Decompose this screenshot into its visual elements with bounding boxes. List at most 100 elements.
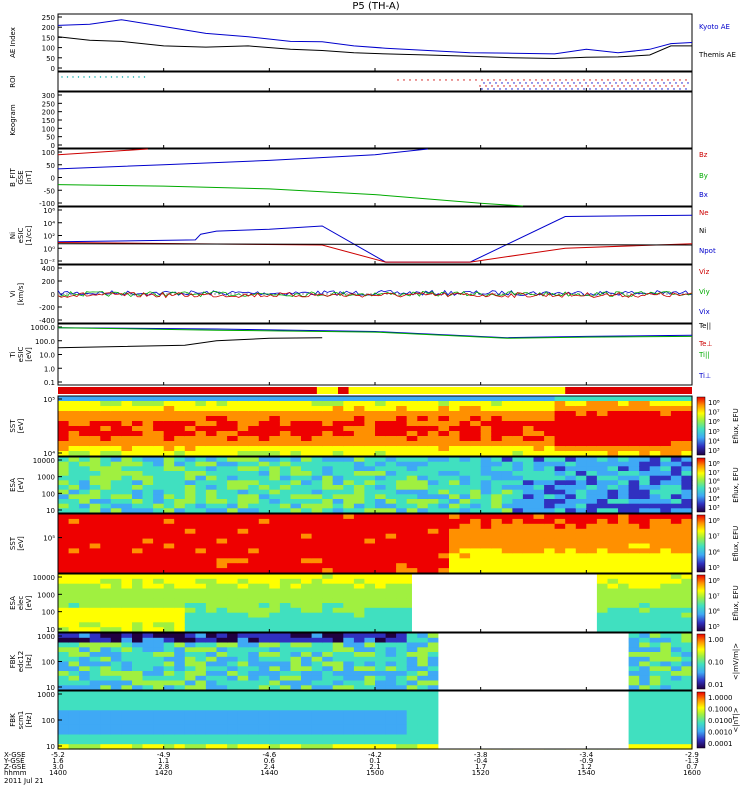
spectrogram-cell: [639, 715, 651, 721]
spectrogram-cell: [163, 471, 175, 477]
spectrogram-cell: [89, 739, 101, 745]
spectrogram-cell: [163, 622, 175, 628]
spectrogram-cell: [522, 553, 535, 559]
spectrogram-cell: [153, 710, 165, 716]
spectrogram-cell: [343, 426, 355, 432]
spectrogram-cell: [681, 607, 693, 614]
roi-dot: [593, 85, 595, 87]
spectrogram-cell: [89, 514, 101, 520]
spectrogram-cell: [385, 523, 397, 530]
spectrogram-cell: [237, 739, 249, 745]
spectrogram-cell: [153, 466, 165, 472]
spectrogram-cell: [311, 471, 323, 477]
spectrogram-cell: [121, 411, 133, 417]
spectrogram-cell: [491, 411, 503, 417]
spectrogram-cell: [184, 416, 196, 422]
spectrogram-cell: [332, 729, 344, 736]
spectrogram-cell: [89, 607, 101, 614]
spectrogram-cell: [174, 558, 186, 564]
spectrogram-cell: [174, 710, 186, 716]
spectrogram-cell: [396, 627, 408, 633]
spectrogram-cell: [575, 471, 587, 477]
spectrogram-cell: [332, 485, 344, 491]
spectrogram-cell: [290, 666, 302, 672]
spectrogram-cell: [596, 518, 609, 525]
spectrogram-cell: [353, 691, 366, 697]
spectrogram-cell: [533, 451, 545, 457]
spectrogram-cell: [660, 652, 672, 658]
spectrogram-cell: [375, 661, 387, 667]
spectrogram-cell: [290, 514, 302, 520]
spectrogram-cell: [375, 700, 387, 707]
spectrogram-cell: [142, 461, 154, 467]
spectrogram-cell: [480, 446, 492, 452]
spectrogram-cell: [554, 411, 566, 417]
spectrogram-cell: [470, 489, 482, 495]
spectrogram-cell: [227, 401, 239, 407]
colorbar-tick-label: 10⁷: [708, 533, 720, 541]
spectrogram-cell: [237, 633, 249, 639]
spectrogram-cell: [79, 633, 91, 639]
spectrogram-cell: [565, 499, 577, 505]
spectrogram-cell: [142, 700, 154, 707]
spectrogram-cell: [565, 489, 577, 495]
spectrogram-cell: [279, 729, 292, 736]
spectrogram-cell: [670, 466, 683, 472]
spectrogram-cell: [142, 563, 154, 569]
spectrogram-cell: [216, 612, 228, 619]
spectrogram-cell: [470, 436, 482, 442]
spectrogram-cell: [396, 508, 408, 514]
spectrogram-cell: [596, 416, 609, 422]
spectrogram-cell: [343, 588, 355, 594]
roi-dot: [621, 82, 623, 84]
spectrogram-cell: [343, 485, 355, 491]
spectrogram-cell: [417, 705, 429, 711]
spectrogram-cell: [670, 436, 683, 442]
spectrogram-cell: [480, 475, 492, 481]
spectrogram-cell: [417, 700, 429, 707]
spectrogram-cell: [153, 499, 165, 505]
spectrogram-cell: [174, 598, 186, 604]
spectrogram-cell: [89, 494, 101, 500]
spectrogram-cell: [205, 656, 218, 663]
spectrogram-cell: [364, 578, 376, 585]
spectrogram-cell: [58, 627, 70, 633]
spectrogram-cell: [322, 471, 334, 477]
spectrogram-cell: [100, 705, 112, 711]
roi-dot: [625, 88, 627, 90]
spectrogram-cell: [364, 480, 376, 486]
spectrogram-cell: [596, 568, 609, 574]
spectrogram-cell: [417, 553, 429, 559]
spectrogram-cell: [227, 466, 239, 472]
spectrogram-cell: [89, 543, 101, 549]
spectrogram-cell: [332, 451, 344, 457]
spectrogram-cell: [586, 451, 598, 457]
spectrogram-cell: [670, 598, 683, 604]
spectrogram-cell: [184, 466, 196, 472]
spectrogram-cell: [628, 528, 640, 535]
spectrogram-cell: [649, 734, 661, 740]
spectrogram-cell: [258, 656, 270, 663]
spectrogram-cell: [258, 475, 270, 481]
spectrogram-cell: [237, 485, 249, 491]
spectrogram-cell: [290, 603, 302, 609]
spectrogram-cell: [406, 548, 418, 554]
spectrogram-cell: [385, 675, 397, 682]
roi-dot: [659, 85, 661, 87]
spectrogram-cell: [237, 583, 249, 590]
spectrogram-cell: [670, 724, 683, 731]
spectrogram-cell: [449, 421, 461, 427]
roi-dot: [591, 82, 593, 84]
spectrogram-cell: [533, 411, 545, 417]
spectrogram-cell: [258, 598, 270, 604]
spectrogram-cell: [174, 607, 186, 614]
spectrogram-cell: [649, 633, 661, 639]
spectrogram-cell: [89, 538, 101, 545]
spectrogram-cell: [174, 421, 186, 427]
spectrogram-cell: [533, 543, 545, 549]
spectrogram-cell: [184, 499, 196, 505]
spectrogram-cell: [68, 598, 80, 604]
spectrogram-cell: [406, 543, 418, 549]
spectrogram-cell: [121, 558, 133, 564]
